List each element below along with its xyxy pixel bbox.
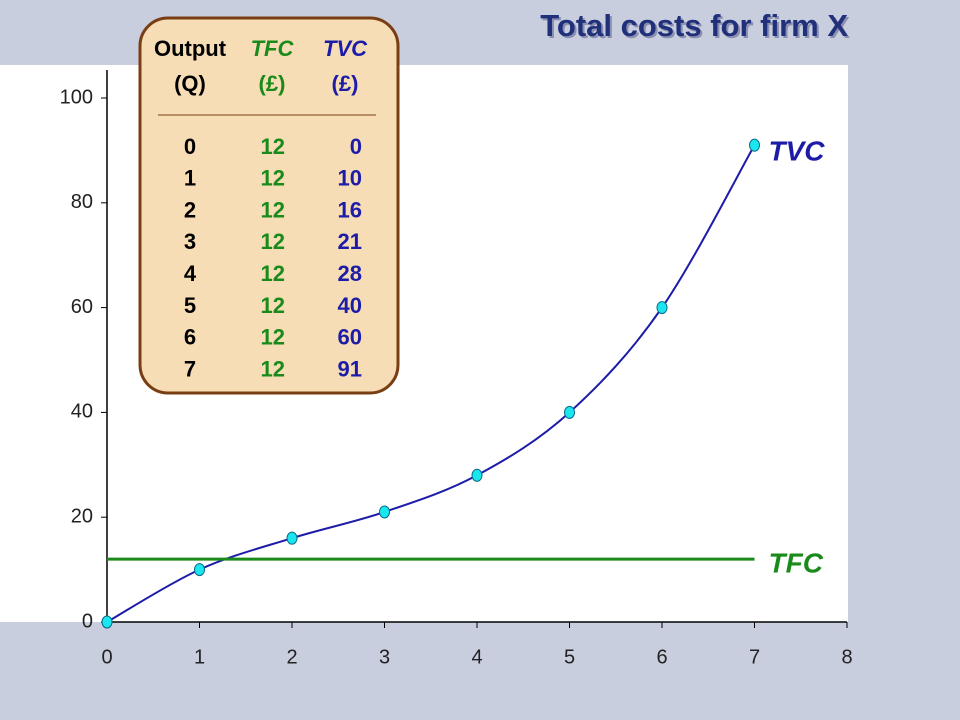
series-label: TFC <box>769 548 824 579</box>
series-label: TVC <box>769 136 826 167</box>
table-cell: 12 <box>261 134 285 159</box>
x-tick-label: 3 <box>379 646 390 668</box>
table-cell: 21 <box>338 229 362 254</box>
data-point <box>564 405 575 419</box>
table-cell: 12 <box>261 229 285 254</box>
table-cell: 1 <box>184 166 196 191</box>
y-tick-label: 80 <box>71 191 93 213</box>
data-point <box>656 301 668 315</box>
table-cell: 0 <box>350 134 362 159</box>
chart-title-shadow: Total costs for firm X <box>542 10 850 45</box>
table-cell: 7 <box>184 356 196 381</box>
table-header: (Q) <box>174 71 206 96</box>
table-header: (£) <box>259 71 286 96</box>
table-cell: 16 <box>338 197 362 222</box>
table-header: Output <box>154 36 227 61</box>
table-cell: 6 <box>184 325 196 350</box>
table-cell: 4 <box>184 261 197 286</box>
data-point <box>749 138 760 152</box>
x-tick-label: 0 <box>101 646 112 668</box>
table-cell: 12 <box>261 197 285 222</box>
table-cell: 91 <box>338 356 362 381</box>
table-header: TFC <box>251 36 295 61</box>
plot-area <box>0 65 848 622</box>
x-tick-label: 5 <box>564 646 575 668</box>
data-point <box>286 531 298 545</box>
table-cell: 0 <box>184 134 196 159</box>
data-point <box>194 563 205 577</box>
data-point <box>379 505 390 519</box>
x-tick-label: 1 <box>194 646 205 668</box>
table-cell: 28 <box>338 261 362 286</box>
table-cell: 12 <box>261 356 285 381</box>
table-header: (£) <box>332 71 359 96</box>
table-cell: 12 <box>261 293 285 318</box>
y-tick-label: 100 <box>60 86 93 108</box>
x-tick-label: 7 <box>749 646 760 668</box>
table-cell: 60 <box>338 325 362 350</box>
table-cell: 40 <box>338 293 362 318</box>
table-cell: 12 <box>261 261 285 286</box>
y-tick-label: 60 <box>71 296 93 318</box>
y-tick-label: 0 <box>82 610 93 632</box>
table-cell: 5 <box>184 293 196 318</box>
x-tick-label: 2 <box>286 646 297 668</box>
x-tick-label: 4 <box>471 646 482 668</box>
table-cell: 12 <box>261 166 285 191</box>
y-tick-label: 40 <box>71 401 93 423</box>
table-cell: 12 <box>261 325 285 350</box>
data-point <box>471 468 483 482</box>
x-tick-label: 8 <box>841 646 852 668</box>
table-cell: 3 <box>184 229 196 254</box>
table: Output (Q) TFC (£) TVC (£) 0 12 0 1 12 10 2 12 16 3 12 21… <box>154 36 368 382</box>
data-point <box>101 615 113 629</box>
table-header: TVC <box>323 36 368 61</box>
chart-title: Total costs for firm X <box>540 8 848 43</box>
table-box <box>138 16 400 395</box>
table-cell: 2 <box>184 197 196 222</box>
x-tick-label: 6 <box>656 646 667 668</box>
y-tick-label: 20 <box>71 505 93 527</box>
table-cell: 10 <box>338 166 362 191</box>
